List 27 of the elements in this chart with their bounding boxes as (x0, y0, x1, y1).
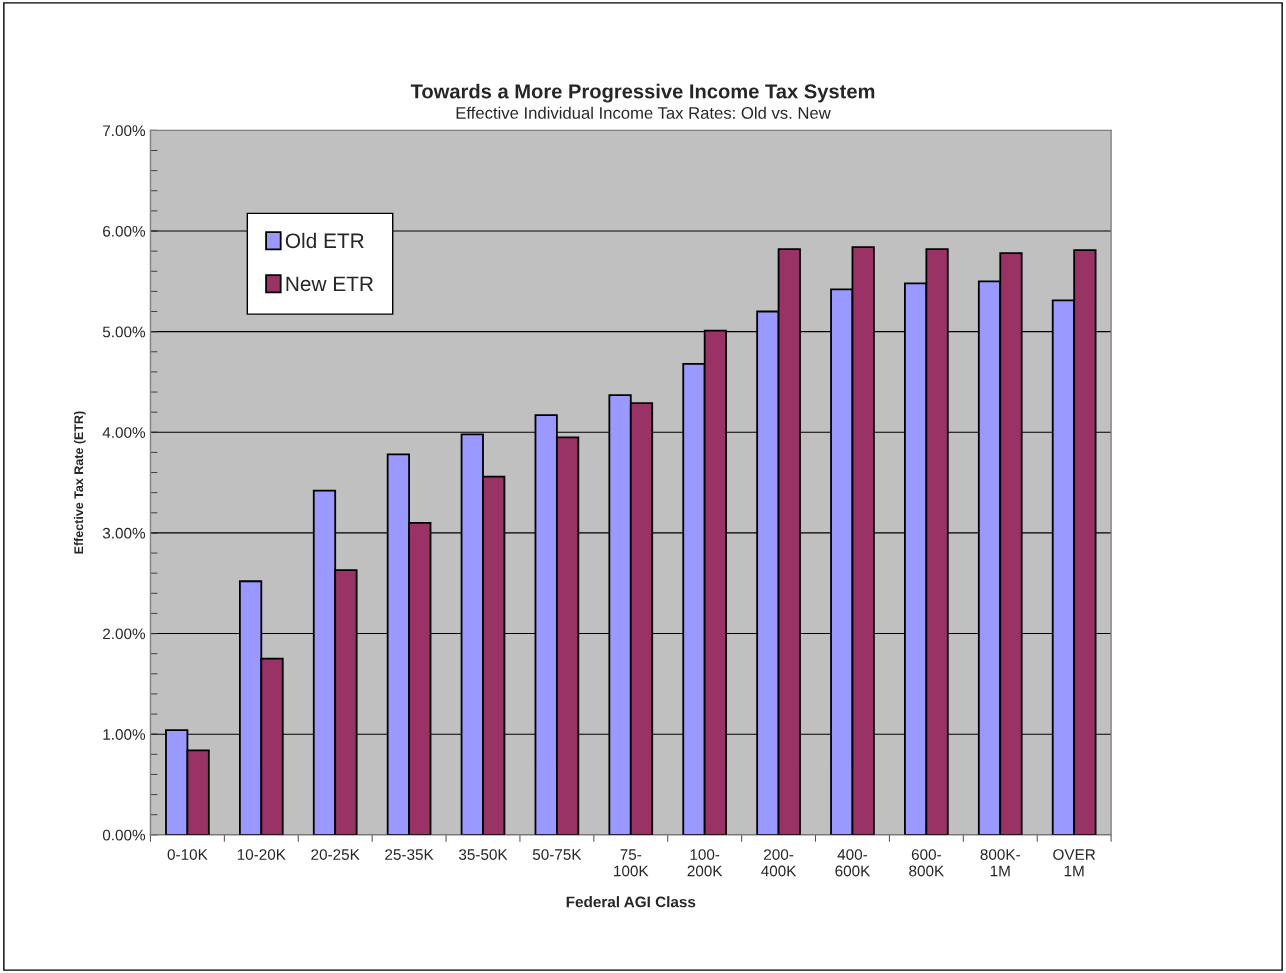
x-tick-label: OVER 1M (1053, 849, 1096, 877)
x-tick-label: 75- 100K (614, 849, 649, 877)
x-tick-label: 0-10K (167, 849, 208, 860)
y-tick-label: 3.00% (102, 527, 146, 539)
legend-label: New ETR (286, 276, 373, 292)
x-tick-label: 600- 800K (909, 849, 945, 877)
chart-subtitle: Effective Individual Income Tax Rates: Old vs. New (456, 106, 831, 119)
y-tick-label: 2.00% (103, 628, 146, 640)
x-tick-label: 100- 200K (687, 849, 723, 877)
x-tick-label: 35-50K (458, 849, 508, 860)
x-tick-label: 20-25K (311, 849, 360, 860)
y-axis-title: Effective Tax Rate (ETR) (73, 411, 86, 554)
y-tick-label: 1.00% (103, 729, 146, 740)
x-tick-label: 50-75K (532, 849, 582, 860)
x-tick-label: 200- 400K (761, 849, 797, 877)
y-tick-label: 5.00% (102, 326, 146, 338)
x-tick-label: 400- 600K (835, 849, 871, 877)
y-tick-label: 4.00% (102, 427, 146, 438)
x-tick-label: 800K- 1M (980, 849, 1020, 877)
y-tick-label: 6.00% (103, 225, 146, 237)
x-tick-label: 25-35K (385, 849, 434, 860)
y-tick-label: 7.00% (103, 125, 146, 137)
x-axis-title: Federal AGI Class (566, 896, 696, 908)
y-tick-label: 0.00% (102, 829, 146, 841)
legend-label: Old ETR (285, 232, 364, 249)
x-tick-label: 10-20K (237, 849, 286, 860)
chart-title: Towards a More Progressive Income Tax System (410, 83, 875, 103)
